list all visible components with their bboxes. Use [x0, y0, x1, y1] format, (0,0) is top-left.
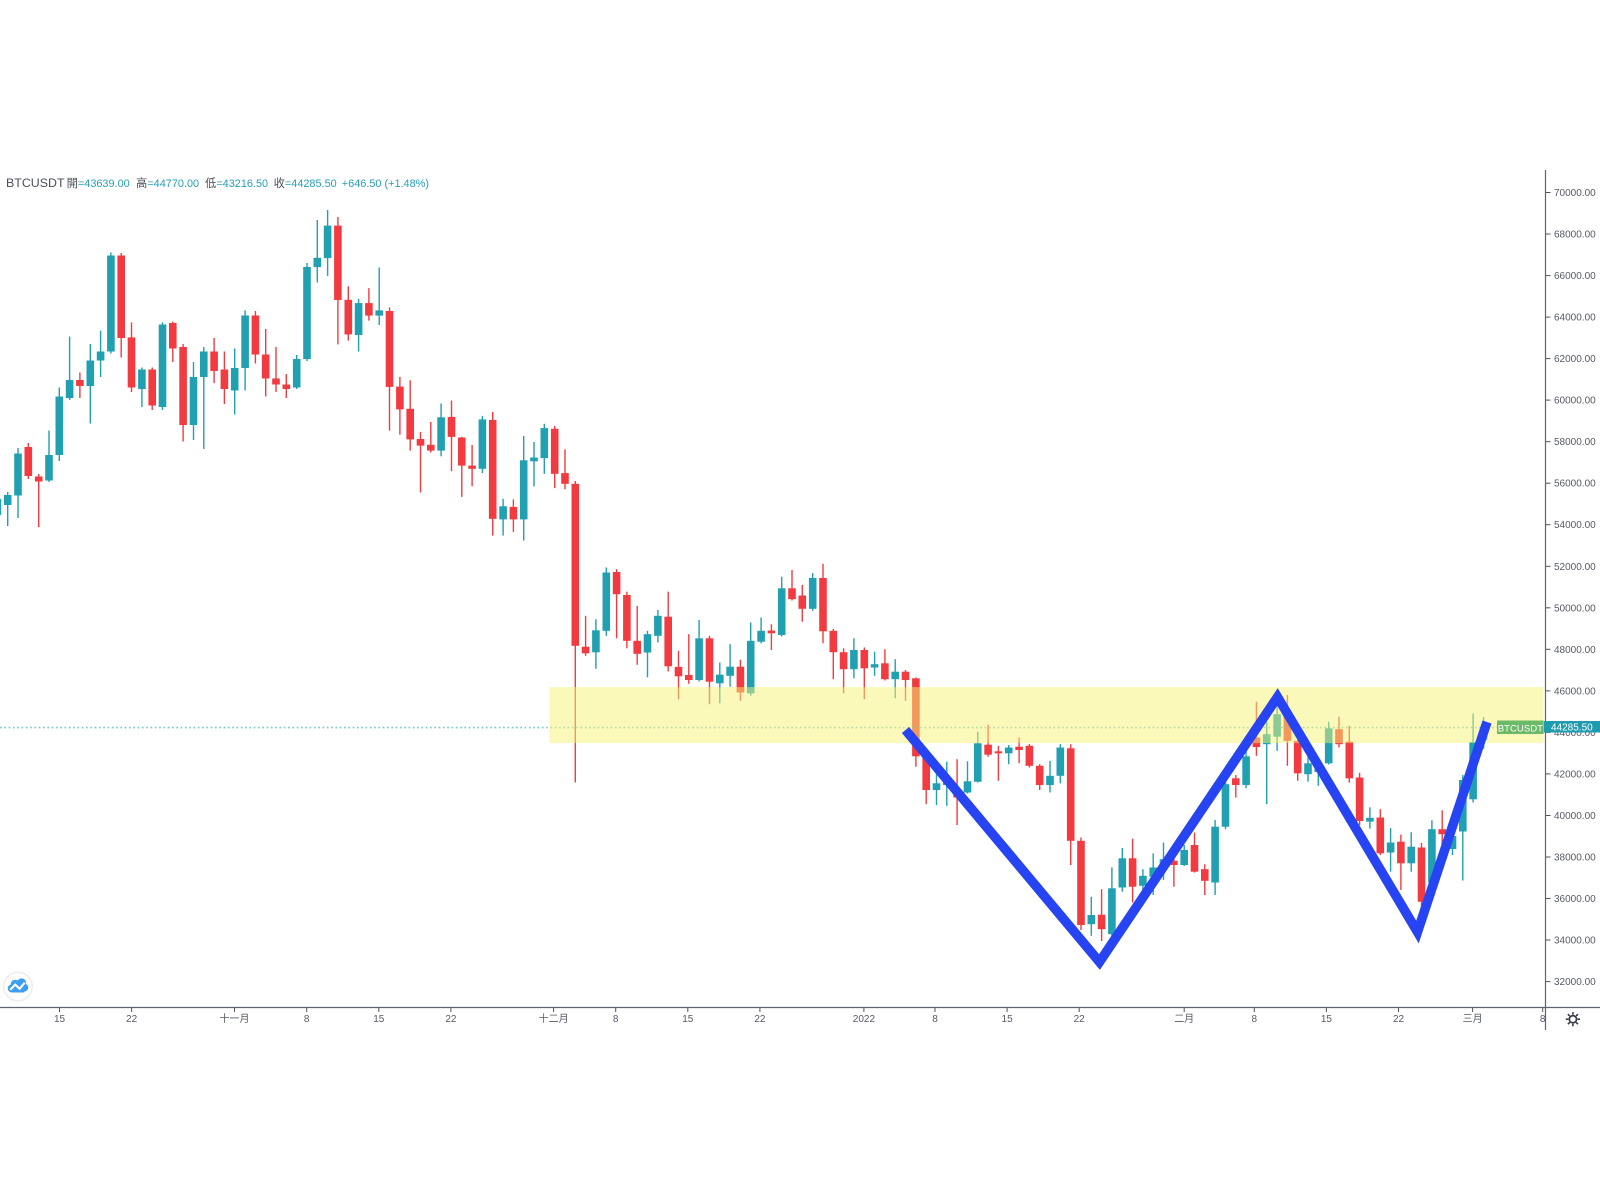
svg-text:70000.00: 70000.00 [1554, 188, 1596, 199]
svg-text:22: 22 [754, 1014, 766, 1025]
svg-text:68000.00: 68000.00 [1554, 230, 1596, 241]
svg-text:64000.00: 64000.00 [1554, 313, 1596, 324]
svg-text:34000.00: 34000.00 [1554, 936, 1596, 947]
svg-text:22: 22 [1074, 1014, 1086, 1025]
svg-text:54000.00: 54000.00 [1554, 520, 1596, 531]
svg-text:十一月: 十一月 [220, 1012, 250, 1025]
svg-text:三月: 三月 [1463, 1013, 1483, 1025]
svg-text:15: 15 [54, 1014, 66, 1025]
svg-text:BTCUSDT: BTCUSDT [6, 176, 65, 190]
svg-text:15: 15 [1321, 1014, 1333, 1025]
svg-text:BTCUSDT: BTCUSDT [1498, 724, 1543, 735]
svg-text:48000.00: 48000.00 [1554, 645, 1596, 656]
svg-text:22: 22 [1393, 1014, 1405, 1025]
svg-text:38000.00: 38000.00 [1554, 853, 1596, 864]
svg-text:開=43639.00: 開=43639.00 [67, 177, 130, 190]
svg-text:低=43216.50: 低=43216.50 [205, 177, 268, 190]
svg-text:十二月: 十二月 [539, 1012, 569, 1025]
svg-text:60000.00: 60000.00 [1554, 396, 1596, 407]
svg-text:15: 15 [373, 1014, 385, 1025]
svg-text:46000.00: 46000.00 [1554, 686, 1596, 697]
svg-text:8: 8 [304, 1014, 310, 1025]
svg-text:32000.00: 32000.00 [1554, 977, 1596, 988]
svg-text:52000.00: 52000.00 [1554, 562, 1596, 573]
svg-text:44285.50: 44285.50 [1551, 723, 1593, 734]
svg-text:收=44285.50: 收=44285.50 [274, 176, 337, 190]
svg-text:高=44770.00: 高=44770.00 [136, 176, 199, 190]
svg-text:50000.00: 50000.00 [1554, 603, 1596, 614]
svg-text:8: 8 [613, 1014, 619, 1025]
svg-text:36000.00: 36000.00 [1554, 894, 1596, 905]
svg-text:44000.00: 44000.00 [1554, 728, 1596, 739]
svg-text:22: 22 [445, 1014, 457, 1025]
svg-text:58000.00: 58000.00 [1554, 437, 1596, 448]
svg-text:15: 15 [682, 1014, 694, 1025]
svg-text:8: 8 [1252, 1014, 1258, 1025]
svg-text:42000.00: 42000.00 [1554, 769, 1596, 780]
svg-text:40000.00: 40000.00 [1554, 811, 1596, 822]
svg-text:22: 22 [126, 1014, 138, 1025]
svg-text:15: 15 [1002, 1014, 1014, 1025]
svg-text:+646.50 (+1.48%): +646.50 (+1.48%) [342, 178, 429, 190]
svg-text:8: 8 [1540, 1014, 1546, 1025]
svg-text:8: 8 [932, 1014, 938, 1025]
svg-text:二月: 二月 [1174, 1013, 1194, 1025]
svg-text:2022: 2022 [853, 1014, 876, 1025]
svg-text:56000.00: 56000.00 [1554, 479, 1596, 490]
svg-text:66000.00: 66000.00 [1554, 271, 1596, 282]
svg-text:62000.00: 62000.00 [1554, 354, 1596, 365]
